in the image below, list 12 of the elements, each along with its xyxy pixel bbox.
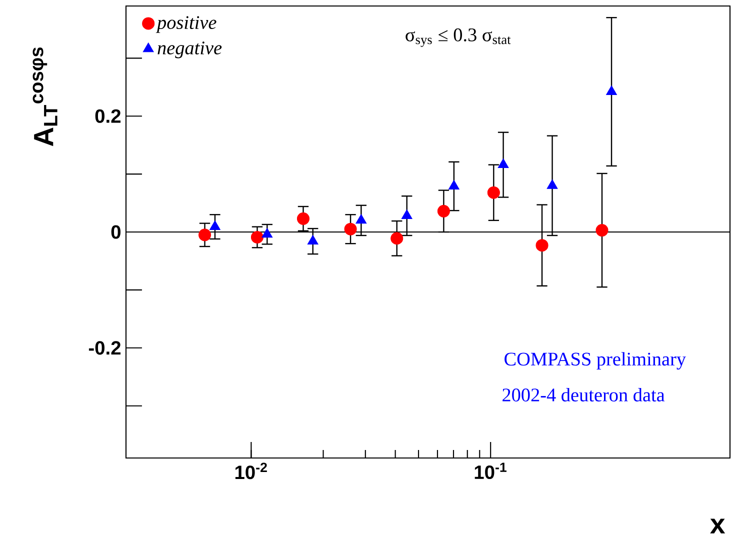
x-tick-label: 10$^{-1}$	[474, 462, 506, 480]
legend-label: negative	[158, 42, 222, 58]
y-tick-label: 0	[111, 225, 120, 239]
y-axis-title: A$_{LT}$cosφs	[32, 47, 58, 146]
y-tick-label: 0.2	[95, 109, 121, 123]
x-tick-label: 10$^{-2}$	[235, 462, 267, 480]
annotation: 2002-4 deuteron data	[502, 388, 665, 402]
legend-label: positive	[156, 16, 216, 33]
annotation: σ$_{sys}$ ≤ 0.3 σ$_{stat}$	[406, 28, 511, 47]
annotation: COMPASS preliminary	[504, 352, 686, 370]
x-axis-title: x	[710, 518, 726, 534]
y-tick-label: -0.2	[88, 341, 121, 355]
